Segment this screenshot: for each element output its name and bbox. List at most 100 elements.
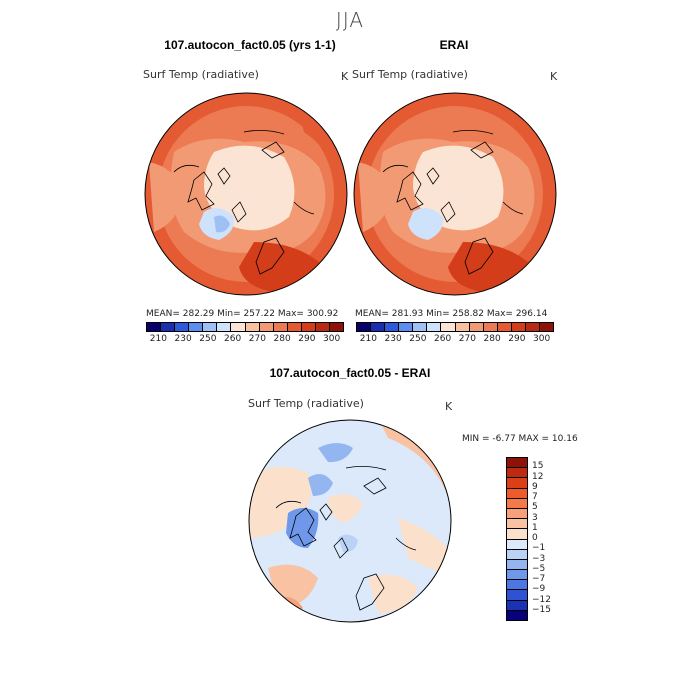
colorbar-swatch: [371, 323, 386, 331]
panel-1-title: 107.autocon_fact0.05 (yrs 1-1): [164, 38, 336, 52]
panel-1-variable-label: Surf Temp (radiative): [143, 68, 259, 81]
colorbar-tick-label: −1: [532, 543, 546, 554]
colorbar-swatch: [441, 323, 456, 331]
colorbar-swatch: [507, 498, 527, 509]
colorbar-tick-label: 7: [532, 492, 538, 502]
panel-1-stats: MEAN= 282.29 Min= 257.22 Max= 300.92: [146, 309, 339, 319]
colorbar-tick-label: −9: [532, 584, 546, 595]
panel-1-polar-map: [144, 92, 348, 296]
colorbar-swatch: [507, 559, 527, 571]
panel-2-stats: MEAN= 281.93 Min= 258.82 Max= 296.14: [355, 309, 548, 319]
colorbar-swatch: [203, 323, 218, 331]
panel-3-colorbar-swatches: [506, 457, 528, 621]
colorbar-tick-label: 260: [434, 334, 452, 344]
colorbar-tick-label: 210: [149, 334, 167, 344]
colorbar-tick-label: 280: [483, 334, 501, 344]
colorbar-swatch: [427, 323, 442, 331]
panel-3-colorbar-labels: 15 12 9 7 5 3 1 0 −1 −3 −5 −7 −9 −12 −15: [532, 457, 572, 621]
panel-3-title: 107.autocon_fact0.05 - ERAI: [269, 366, 431, 380]
panel-2-title: ERAI: [439, 38, 469, 52]
colorbar-swatch: [245, 323, 260, 331]
colorbar-tick-label: −3: [532, 553, 546, 564]
colorbar-swatch: [357, 323, 372, 331]
colorbar-swatch: [507, 610, 527, 620]
colorbar-swatch: [175, 323, 190, 331]
panel-1-units-label: K: [341, 70, 349, 83]
colorbar-tick-label: 250: [199, 334, 217, 344]
colorbar-swatch: [273, 323, 288, 331]
colorbar-swatch: [259, 323, 274, 331]
colorbar-tick-label: 290: [298, 334, 316, 344]
colorbar-tick-label: 230: [384, 334, 402, 344]
colorbar-tick-label: 290: [508, 334, 526, 344]
panel-3-units-label: K: [445, 400, 453, 413]
panel-1-colorbar-labels: 210 230 250 260 270 280 290 300: [146, 334, 344, 344]
panel-2-colorbar: 210 230 250 260 270 280 290 300: [356, 322, 554, 344]
colorbar-tick-label: 0: [532, 533, 538, 543]
colorbar-swatch: [330, 323, 344, 331]
colorbar-tick-label: −12: [532, 594, 551, 605]
colorbar-swatch: [455, 323, 470, 331]
colorbar-swatch: [507, 600, 527, 611]
colorbar-swatch: [507, 590, 527, 601]
colorbar-swatch: [399, 323, 414, 331]
panel-1-colorbar: 210 230 250 260 270 280 290 300: [146, 322, 344, 344]
colorbar-swatch: [385, 323, 400, 331]
colorbar-swatch: [507, 580, 527, 591]
panel-2-polar-map: [353, 92, 557, 296]
colorbar-swatch: [497, 323, 512, 331]
panel-2-variable-label: Surf Temp (radiative): [352, 68, 468, 81]
panel-3-stats: MIN = -6.77 MAX = 10.16: [462, 434, 578, 444]
colorbar-swatch: [189, 323, 204, 331]
colorbar-swatch: [507, 539, 527, 550]
colorbar-tick-label: 1: [532, 522, 538, 533]
colorbar-swatch: [161, 323, 176, 331]
colorbar-swatch: [540, 323, 554, 331]
panel-2-colorbar-labels: 210 230 250 260 270 280 290 300: [356, 334, 554, 344]
figure-title: JJA: [335, 8, 365, 32]
panel-3-polar-map: [248, 419, 452, 623]
colorbar-tick-label: 15: [532, 461, 544, 472]
colorbar-tick-label: 300: [533, 334, 551, 344]
colorbar-swatch: [507, 458, 527, 469]
colorbar-swatch: [525, 323, 541, 331]
colorbar-swatch: [287, 323, 302, 331]
colorbar-swatch: [483, 323, 498, 331]
colorbar-swatch: [507, 529, 527, 540]
panel-1-colorbar-swatches: [146, 322, 344, 332]
colorbar-swatch: [217, 323, 232, 331]
colorbar-swatch: [507, 570, 527, 581]
colorbar-tick-label: 250: [409, 334, 427, 344]
colorbar-tick-label: 12: [532, 471, 544, 482]
colorbar-swatch: [413, 323, 428, 331]
colorbar-swatch: [507, 468, 527, 479]
panel-2-units-label: K: [550, 70, 558, 83]
colorbar-tick-label: 9: [532, 481, 538, 492]
colorbar-tick-label: −7: [532, 574, 546, 584]
colorbar-swatch: [507, 508, 527, 520]
colorbar-tick-label: 3: [532, 512, 538, 523]
colorbar-swatch: [301, 323, 316, 331]
colorbar-tick-label: 5: [532, 502, 538, 513]
colorbar-tick-label: 210: [359, 334, 377, 344]
colorbar-tick-label: 270: [248, 334, 266, 344]
colorbar-tick-label: −5: [532, 563, 546, 574]
colorbar-swatch: [147, 323, 162, 331]
panel-2-colorbar-swatches: [356, 322, 554, 332]
colorbar-swatch: [511, 323, 526, 331]
colorbar-tick-label: 280: [273, 334, 291, 344]
colorbar-swatch: [507, 519, 527, 530]
colorbar-swatch: [507, 478, 527, 489]
colorbar-swatch: [315, 323, 331, 331]
colorbar-swatch: [469, 323, 484, 331]
panel-3-colorbar: [506, 457, 528, 621]
colorbar-swatch: [231, 323, 246, 331]
panel-3-variable-label: Surf Temp (radiative): [248, 397, 364, 410]
colorbar-tick-label: 300: [323, 334, 341, 344]
colorbar-tick-label: 230: [174, 334, 192, 344]
colorbar-swatch: [507, 488, 527, 499]
colorbar-swatch: [507, 549, 527, 560]
colorbar-tick-label: −15: [532, 604, 551, 615]
colorbar-tick-label: 270: [458, 334, 476, 344]
colorbar-tick-label: 260: [224, 334, 242, 344]
